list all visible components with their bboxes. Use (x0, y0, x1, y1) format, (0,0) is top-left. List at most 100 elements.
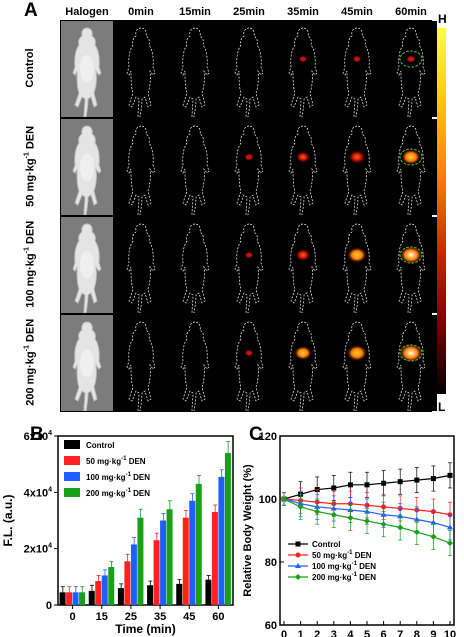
liver-signal (352, 55, 362, 63)
y-tick-label: 80 (265, 557, 277, 569)
mouse-image (288, 27, 318, 117)
legend-label: 100 mg·kg-1 DEN (312, 561, 376, 571)
data-point (447, 524, 453, 530)
x-tick-label: 9 (430, 629, 436, 637)
mouse-outline (180, 223, 210, 313)
mouse-outline (234, 321, 264, 411)
mouse-image (234, 223, 264, 313)
column-header: 60min (395, 6, 427, 18)
mouse-outline (234, 125, 264, 215)
bar (189, 500, 196, 605)
mouse-outline (342, 223, 372, 313)
liver-signal (298, 55, 308, 63)
legend-label: 200 mg·kg-1 DEN (312, 572, 376, 582)
legend-label: 100 mg·kg-1 DEN (86, 472, 150, 482)
mouse-image (396, 321, 426, 411)
x-tick-label: 10 (444, 629, 456, 637)
colorbar-high-label: H (438, 12, 447, 26)
data-point (381, 480, 387, 486)
bar (218, 476, 225, 605)
fluorescence-image (115, 315, 167, 411)
column-header: 15min (179, 6, 211, 18)
fluorescence-image (223, 217, 275, 313)
data-point (314, 508, 321, 515)
mouse-image (126, 27, 156, 117)
fluorescence-image (277, 315, 329, 411)
colorbar (437, 28, 446, 394)
bar (176, 583, 183, 605)
fluorescence-image (385, 315, 437, 411)
bar (147, 585, 154, 605)
x-tick-label: 15 (96, 611, 108, 623)
bar (108, 566, 115, 605)
data-point (413, 529, 420, 536)
data-point (380, 521, 387, 528)
mouse-outline (126, 321, 156, 411)
mouse-outline (396, 125, 426, 215)
bar (59, 592, 66, 605)
mouse-image (288, 223, 318, 313)
bar (205, 579, 212, 605)
fluorescence-image (277, 21, 329, 117)
x-tick-label: 35 (154, 611, 166, 623)
mouse-outline (288, 321, 318, 411)
region-of-interest-circle (399, 50, 423, 68)
mouse-image (234, 27, 264, 117)
x-axis-label: Time (min) (115, 622, 175, 636)
legend-swatch (64, 488, 80, 497)
mouse-outline (126, 125, 156, 215)
halogen-image (61, 119, 113, 215)
x-tick-label: 45 (183, 611, 195, 623)
y-tick-label: 60 (265, 620, 277, 632)
fluorescence-image (223, 315, 275, 411)
bar (160, 520, 167, 605)
data-point (413, 516, 420, 522)
halogen-image (61, 315, 113, 411)
x-tick-label: 8 (414, 629, 420, 637)
mouse-outline (180, 27, 210, 117)
data-point (397, 479, 403, 485)
region-of-interest-circle (399, 344, 423, 362)
legend-label: Control (86, 441, 114, 450)
y-tick-label: 0 (46, 600, 52, 612)
bar (224, 452, 231, 605)
column-header: 25min (233, 6, 265, 18)
mouse-image (126, 321, 156, 411)
mouse-image (288, 125, 318, 215)
bar (211, 512, 218, 605)
mouse-outline (234, 27, 264, 117)
mouse-outline (342, 321, 372, 411)
data-point (430, 519, 437, 525)
region-of-interest-circle (399, 148, 423, 166)
mouse-image (180, 223, 210, 313)
bar (153, 540, 160, 605)
body-weight-line-chart: 6080100120012345678910Time (day)Relative… (242, 431, 456, 637)
x-tick-label: 3 (331, 629, 337, 637)
bar (72, 592, 79, 605)
halogen-image (61, 21, 113, 117)
legend-swatch (64, 472, 80, 481)
x-tick-label: 60 (212, 611, 224, 623)
mouse-image (288, 321, 318, 411)
bar (130, 544, 137, 605)
fluorescence-image (277, 119, 329, 215)
row-label: 100 mg·kg-1 DEN (23, 220, 37, 308)
data-point (347, 482, 353, 488)
fluorescence-image (223, 119, 275, 215)
panel-c-letter: C (249, 424, 263, 445)
bar (79, 592, 86, 605)
mouse-image (61, 315, 113, 411)
data-point (281, 496, 287, 502)
mouse-image (126, 125, 156, 215)
fluorescence-image (331, 119, 383, 215)
mouse-image (342, 27, 372, 117)
bar (95, 581, 102, 605)
bar (88, 590, 95, 605)
legend-marker (295, 563, 301, 568)
fluorescence-image (115, 217, 167, 313)
mouse-outline (288, 125, 318, 215)
liver-signal (294, 345, 312, 361)
colorbar-low-label: L (438, 400, 446, 414)
legend-marker (295, 541, 301, 547)
liver-signal (401, 149, 421, 165)
